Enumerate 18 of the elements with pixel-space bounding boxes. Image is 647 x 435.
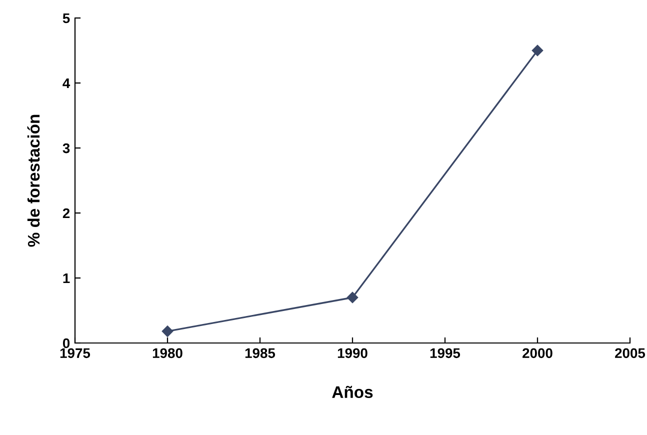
y-tick-label: 2 (62, 208, 70, 218)
y-tick-label: 5 (62, 13, 70, 24)
y-tick-label: 1 (63, 273, 70, 284)
x-tick-label: 1980 (152, 348, 182, 358)
x-tick-label: 2005 (615, 348, 646, 358)
point (162, 326, 174, 337)
x-tick-label: 1975 (60, 348, 90, 358)
y-tick-label: 4 (62, 78, 70, 88)
y-tick-label: 0 (62, 338, 70, 348)
point (346, 292, 358, 304)
x-tick-label: 1995 (430, 348, 460, 358)
point (532, 44, 544, 56)
x-tick-label: 1990 (338, 348, 368, 358)
x-tick-label: 1985 (245, 348, 276, 358)
x-axis-title: Años (332, 386, 373, 398)
x-tick-label: 2000 (522, 348, 552, 358)
y-tick-label: 3 (62, 143, 70, 154)
y-axis-title: % de forestación (27, 114, 40, 247)
